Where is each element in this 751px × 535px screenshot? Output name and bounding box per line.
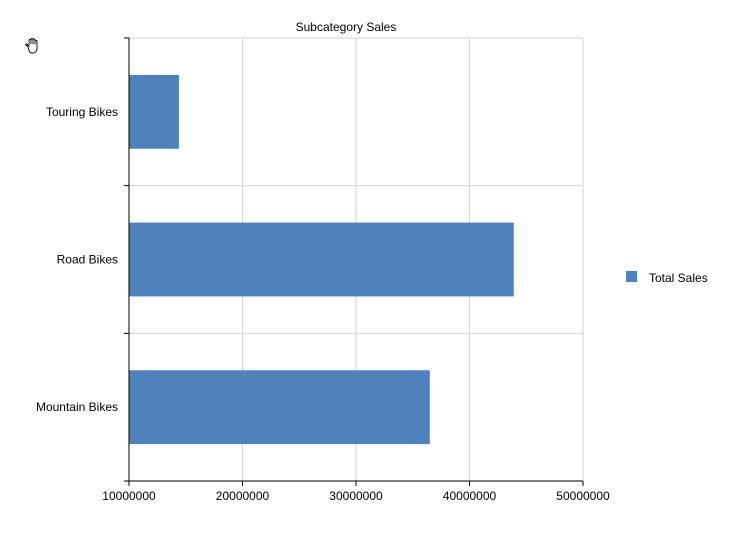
x-tick-label: 30000000 (329, 489, 383, 503)
legend-label: Total Sales (649, 271, 708, 285)
chart-title: Subcategory Sales (296, 20, 397, 34)
y-tick-label: Road Bikes (57, 253, 118, 267)
bar-touring-bikes (129, 74, 179, 149)
x-tick-label: 20000000 (216, 489, 270, 503)
y-tick-label: Mountain Bikes (36, 400, 118, 414)
x-tick-label: 10000000 (102, 489, 156, 503)
x-tick-label: 50000000 (556, 489, 610, 503)
bar-mountain-bikes (129, 370, 430, 445)
legend-swatch (626, 271, 637, 282)
x-tick-label: 40000000 (443, 489, 497, 503)
bar-road-bikes (129, 222, 514, 297)
y-tick-label: Touring Bikes (46, 105, 118, 119)
hand-cursor-icon (24, 38, 40, 57)
